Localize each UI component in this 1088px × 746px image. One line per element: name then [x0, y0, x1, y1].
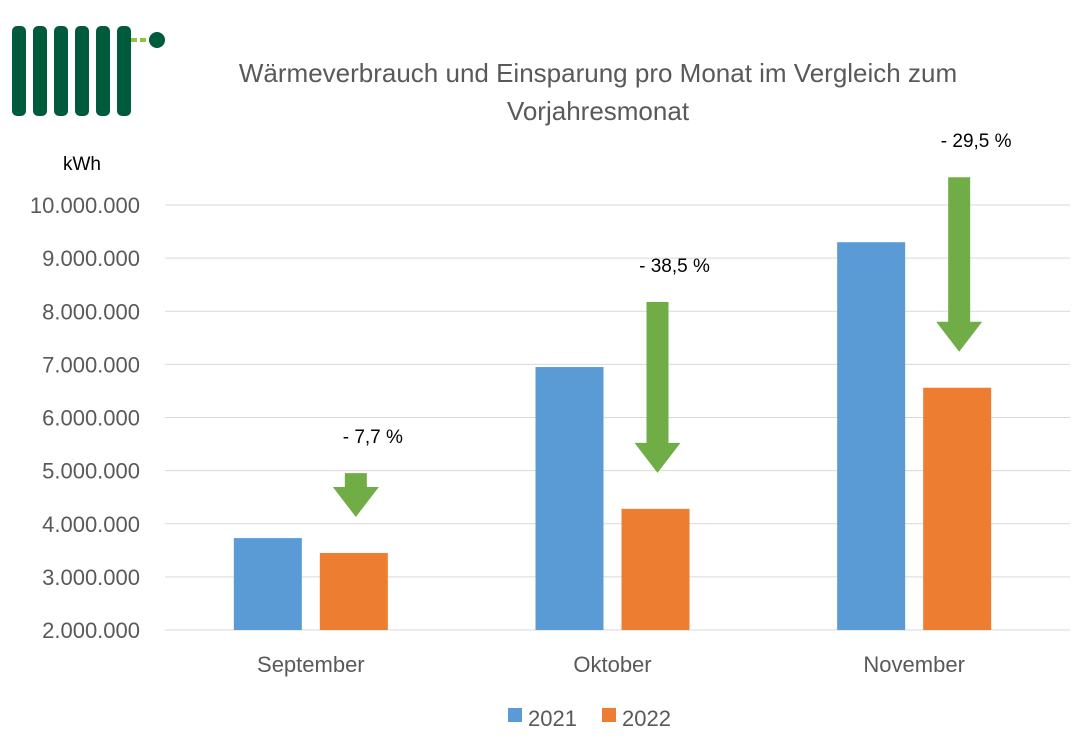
savings-annotation: - 29,5 %	[941, 131, 1012, 152]
savings-annotation: - 7,7 %	[343, 427, 403, 448]
y-tick-label: 5.000.000	[42, 459, 140, 484]
y-axis-unit-label: kWh	[63, 154, 101, 175]
bar-2022-november	[923, 387, 992, 630]
legend-label-2022: 2022	[622, 706, 671, 731]
x-category-label: Oktober	[573, 652, 651, 677]
down-arrow-icon	[332, 473, 379, 517]
y-tick-label: 10.000.000	[30, 193, 140, 218]
legend-label-2021: 2021	[528, 706, 577, 731]
y-tick-label: 7.000.000	[42, 352, 140, 377]
legend-swatch-2022	[602, 708, 616, 722]
bar-2022-september	[319, 552, 388, 630]
bar-2022-oktober	[621, 508, 690, 630]
down-arrow-icon	[634, 302, 681, 473]
bar-2021-oktober	[535, 367, 604, 630]
legend-swatch-2021	[508, 708, 522, 722]
savings-annotation: - 38,5 %	[639, 256, 710, 277]
radiator-logo-icon	[12, 26, 165, 116]
y-tick-label: 4.000.000	[42, 512, 140, 537]
bar-2021-november	[837, 242, 906, 630]
x-category-label: September	[257, 652, 365, 677]
y-tick-label: 9.000.000	[42, 246, 140, 271]
chart-title-line-2: Vorjahresmonat	[507, 96, 690, 126]
down-arrow-icon	[936, 177, 983, 352]
chart-title-line-1: Wärmeverbrauch und Einsparung pro Monat …	[239, 58, 957, 88]
y-tick-label: 8.000.000	[42, 299, 140, 324]
y-tick-label: 3.000.000	[42, 565, 140, 590]
y-tick-label: 2.000.000	[42, 618, 140, 643]
bar-2021-september	[233, 538, 302, 630]
y-tick-label: 6.000.000	[42, 406, 140, 431]
x-category-label: November	[863, 652, 964, 677]
